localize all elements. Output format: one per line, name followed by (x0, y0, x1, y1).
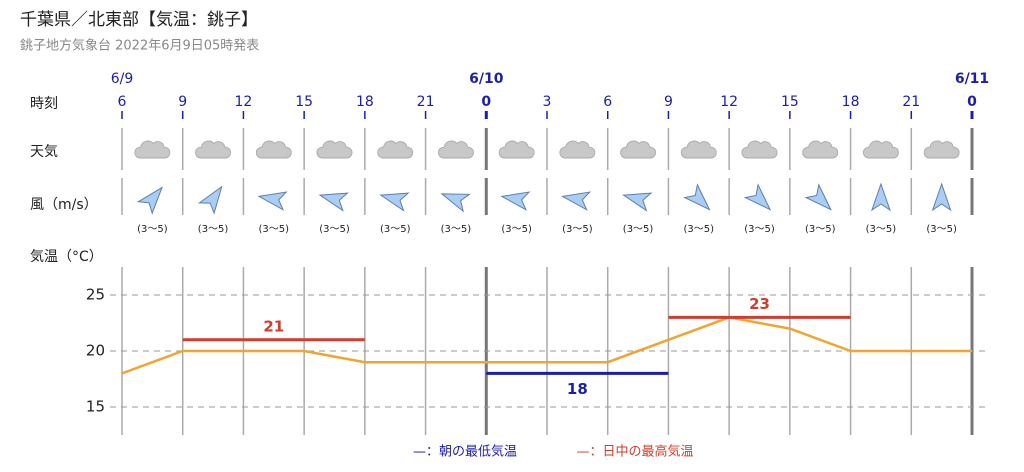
x-tick-label: 12 (235, 94, 253, 110)
legend-entry: —：日中の最高気温 (576, 444, 693, 460)
x-tick-label: 12 (720, 94, 738, 110)
wind-speed: (3〜5) (684, 224, 715, 235)
row-label: 時刻 (30, 96, 58, 112)
wind-arrow (379, 192, 410, 212)
wind-speed: (3〜5) (319, 224, 350, 235)
weather-icon (923, 140, 960, 159)
x-tick-label: 9 (664, 94, 673, 110)
x-tick-label: 21 (902, 94, 920, 110)
wind-arrow (318, 192, 349, 212)
date-label: 6/11 (955, 71, 989, 87)
x-tick-label: 0 (967, 94, 977, 110)
weather-icon (498, 140, 535, 159)
title: 千葉県／北東部【気温：銚子】 (20, 10, 258, 30)
wind-speed: (3〜5) (805, 224, 836, 235)
extreme-label: 23 (749, 295, 770, 313)
row-label: 風（m/s） (30, 197, 98, 213)
wind-arrow (257, 191, 288, 211)
wind-speed: (3〜5) (926, 224, 957, 235)
wind-arrow (870, 182, 891, 212)
y-tick-label: 15 (86, 398, 105, 416)
wind-speed: (3〜5) (866, 224, 897, 235)
weather-icon (134, 140, 171, 159)
extreme-label: 18 (567, 380, 588, 398)
weather-icon (620, 140, 657, 159)
extreme-label: 21 (263, 317, 284, 335)
x-tick-label: 6 (118, 94, 127, 110)
wind-speed: (3〜5) (441, 224, 472, 235)
wind-arrow (561, 191, 592, 211)
row-label: 天気 (30, 144, 58, 160)
weather-icon (195, 140, 232, 159)
weather-icon (862, 140, 899, 159)
temp-line (121, 316, 972, 375)
wind-arrow (683, 183, 711, 211)
wind-speed: (3〜5) (198, 224, 229, 235)
wind-arrow (743, 183, 772, 211)
weather-icon (559, 140, 596, 159)
weather-icon (255, 140, 292, 159)
wind-arrow (440, 193, 471, 213)
wind-arrow (622, 192, 653, 212)
date-label: 6/10 (469, 71, 504, 87)
date-label: 6/9 (111, 71, 134, 87)
y-tick-label: 25 (86, 286, 105, 304)
x-tick-label: 6 (603, 94, 612, 110)
subtitle: 銚子地方気象台 2022年6月9日05時発表 (20, 38, 259, 54)
x-tick-label: 15 (295, 94, 313, 110)
wind-speed: (3〜5) (380, 224, 411, 235)
wind-speed: (3〜5) (562, 224, 593, 235)
weather-icon (377, 140, 414, 159)
x-tick-label: 21 (417, 94, 435, 110)
weather-icon (437, 140, 474, 159)
row-label: 気温（°C） (30, 249, 103, 265)
wind-speed: (3〜5) (744, 224, 775, 235)
wind-arrow (804, 183, 832, 211)
weather-icon (802, 140, 839, 159)
x-tick-label: 18 (842, 94, 860, 110)
weather-icon (680, 140, 717, 159)
wind-speed: (3〜5) (623, 224, 654, 235)
x-tick-label: 0 (481, 94, 491, 110)
wind-speed: (3〜5) (259, 224, 290, 235)
x-tick-label: 18 (356, 94, 374, 110)
wind-arrow (136, 186, 163, 215)
weather-icon (741, 140, 778, 159)
wind-speed: (3〜5) (137, 224, 168, 235)
wind-arrow (500, 191, 531, 211)
legend-entry: —：朝の最低気温 (413, 444, 517, 460)
x-tick-label: 9 (178, 94, 187, 110)
weather-icon (316, 140, 353, 159)
wind-arrow (931, 182, 952, 212)
x-tick-label: 15 (781, 94, 799, 110)
wind-arrow (197, 185, 223, 215)
y-tick-label: 20 (86, 342, 105, 360)
wind-speed: (3〜5) (501, 224, 532, 235)
x-tick-label: 3 (543, 94, 552, 110)
